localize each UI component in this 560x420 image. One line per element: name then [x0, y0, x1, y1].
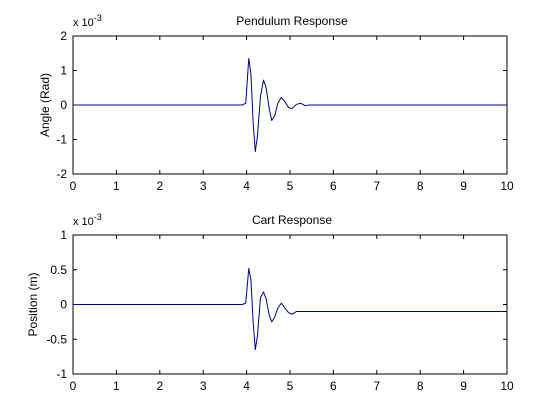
pendulum-y-axis-label: Angle (Rad)	[38, 73, 52, 137]
cart-x-tick-label: 6	[330, 379, 337, 393]
cart-x-tick-label: 0	[70, 379, 77, 393]
pendulum-y-tick-label: 0	[60, 98, 67, 112]
pendulum-y-tick-label: -2	[56, 167, 67, 181]
pendulum-chart-title: Pendulum Response	[236, 14, 348, 28]
cart-x-tick-label: 10	[500, 379, 514, 393]
pendulum-axes: 0 1 2 3 4 5 6 7 8 9 10 -2 -1 0 1 2 Pendulum Response Angl…	[38, 13, 514, 193]
cart-x-tick-label: 1	[113, 379, 120, 393]
pendulum-y-multiplier: x 10-3	[73, 13, 102, 29]
pendulum-x-tick-label: 5	[287, 179, 294, 193]
cart-axes: 0 1 2 3 4 5 6 7 8 9 10 -1 -0.5 0 0.5 1 Cart Response Posi…	[26, 212, 514, 393]
pendulum-series-line	[73, 57, 507, 153]
cart-x-tick-label: 7	[373, 379, 380, 393]
cart-x-tick-label: 4	[243, 379, 250, 393]
cart-chart-title: Cart Response	[252, 213, 332, 227]
pendulum-x-tick-label: 0	[70, 179, 77, 193]
pendulum-x-tick-label: 8	[417, 179, 424, 193]
pendulum-x-tick-label: 2	[156, 179, 163, 193]
cart-y-tick-label: -1	[56, 367, 67, 381]
pendulum-y-tick-label: -1	[56, 133, 67, 147]
cart-y-tick-label: 0.5	[50, 263, 67, 277]
cart-series-line	[73, 267, 507, 351]
cart-x-tick-label: 3	[200, 379, 207, 393]
cart-y-tick-label: 1	[60, 228, 67, 242]
pendulum-x-tick-label: 6	[330, 179, 337, 193]
pendulum-x-tick-label: 9	[460, 179, 467, 193]
cart-y-axis-label: Position (m)	[26, 272, 40, 336]
pendulum-x-tick-label: 7	[373, 179, 380, 193]
cart-y-tick-label: -0.5	[46, 332, 67, 346]
cart-x-tick-label: 2	[156, 379, 163, 393]
cart-x-tick-label: 5	[287, 379, 294, 393]
pendulum-x-tick-label: 1	[113, 179, 120, 193]
pendulum-x-tick-label: 3	[200, 179, 207, 193]
pendulum-x-tick-label: 4	[243, 179, 250, 193]
cart-x-tick-label: 8	[417, 379, 424, 393]
cart-y-multiplier: x 10-3	[73, 212, 102, 228]
cart-y-tick-label: 0	[60, 298, 67, 312]
cart-x-tick-label: 9	[460, 379, 467, 393]
pendulum-y-tick-label: 1	[60, 64, 67, 78]
pendulum-y-tick-label: 2	[60, 29, 67, 43]
pendulum-x-tick-label: 10	[500, 179, 514, 193]
